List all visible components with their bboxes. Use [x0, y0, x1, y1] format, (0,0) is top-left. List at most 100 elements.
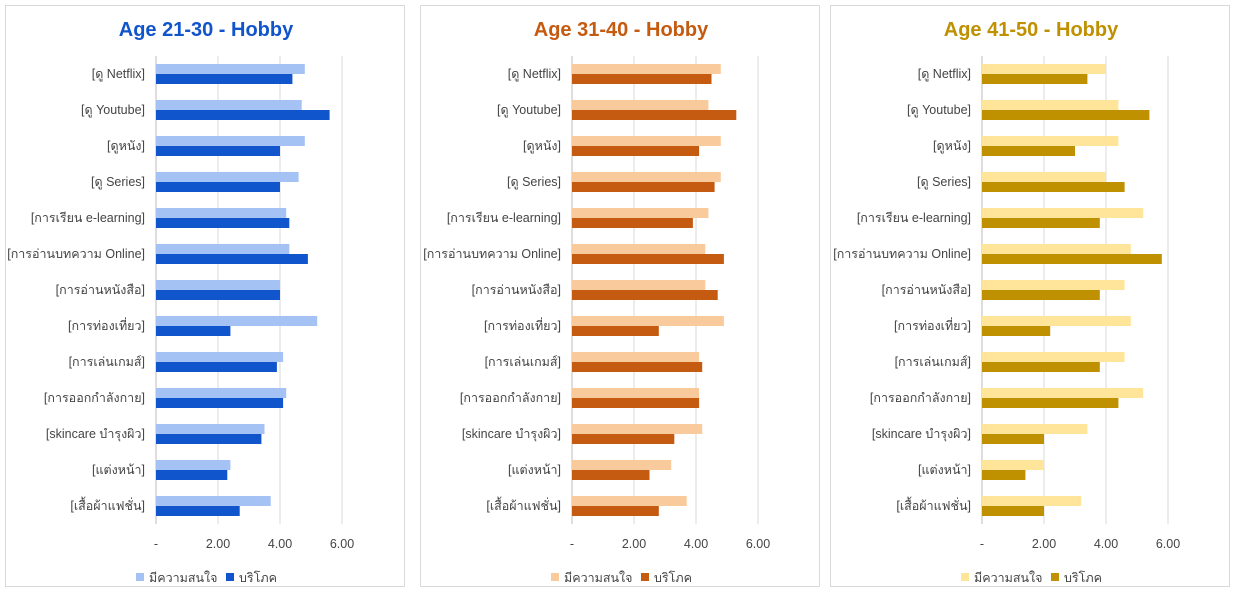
category-label: [การออกกำลังกาย] [44, 391, 145, 405]
category-label: [การเรียน e-learning] [857, 211, 971, 225]
bar-consume [572, 362, 703, 372]
category-label: [เสื้อผ้าแฟชั่น] [486, 496, 561, 513]
bar-consume [156, 506, 240, 516]
x-tick-label: 4.00 [268, 537, 292, 551]
legend-label: มีความสนใจ [149, 571, 217, 585]
bar-interest [982, 460, 1044, 470]
bar-consume [572, 146, 700, 156]
category-label: [ดู Series] [507, 175, 561, 190]
category-label: [skincare บำรุงผิว] [872, 427, 971, 442]
bar-interest [572, 352, 700, 362]
bar-interest [572, 100, 709, 110]
bar-interest [156, 388, 287, 398]
bar-consume [982, 398, 1119, 408]
x-tick-label: 4.00 [1094, 537, 1118, 551]
bar-consume [156, 218, 290, 228]
chart-panel-age-41-50: Age 41-50 - Hobby - 2.00 4.00 6.00 [ดู Netfli… [830, 5, 1230, 587]
x-tick-label: 2.00 [1032, 537, 1056, 551]
category-label: [การอ่านหนังสือ] [56, 283, 145, 297]
category-label: [การอ่านบทความ Online] [423, 247, 561, 261]
bar-consume [982, 218, 1100, 228]
bar-interest [156, 100, 302, 110]
bar-consume [156, 362, 277, 372]
bar-consume [572, 290, 718, 300]
legend-swatch [551, 573, 559, 581]
bar-interest [572, 496, 687, 506]
bar-interest [982, 280, 1125, 290]
category-label: [การท่องเที่ยว] [894, 317, 971, 333]
bar-interest [982, 64, 1106, 74]
legend-swatch [961, 573, 969, 581]
x-tick-label: 6.00 [330, 537, 354, 551]
x-tick-label: 6.00 [1156, 537, 1180, 551]
chart-title: Age 21-30 - Hobby [119, 19, 294, 41]
bar-interest [156, 244, 290, 254]
bar-consume [156, 398, 284, 408]
legend-label: บริโภค [239, 570, 277, 585]
legend-label: บริโภค [1064, 570, 1102, 585]
bar-interest [572, 424, 703, 434]
category-label: [ดู Youtube] [497, 103, 561, 118]
bar-interest [982, 352, 1125, 362]
bar-interest [156, 316, 318, 326]
legend-label: มีความสนใจ [974, 571, 1042, 585]
x-tick-label: 2.00 [622, 537, 646, 551]
legend-swatch [136, 573, 144, 581]
category-label: [การเรียน e-learning] [447, 211, 561, 225]
bar-interest [572, 172, 721, 182]
bar-consume [156, 74, 293, 84]
legend-label: มีความสนใจ [564, 571, 632, 585]
chart-panel-age-31-40: Age 31-40 - Hobby - 2.00 4.00 6.00 [ดู Netfli… [420, 5, 820, 587]
bar-consume [982, 506, 1044, 516]
chart-svg: Age 41-50 - Hobby - 2.00 4.00 6.00 [ดู Netfli… [833, 19, 1180, 585]
bar-consume [982, 470, 1026, 480]
chart-svg: Age 31-40 - Hobby - 2.00 4.00 6.00 [ดู Netfli… [423, 19, 770, 585]
category-label: [การเล่นเกมส์] [485, 355, 561, 369]
legend-swatch [1051, 573, 1059, 581]
legend-label: บริโภค [654, 570, 692, 585]
bar-interest [982, 136, 1119, 146]
bar-interest [156, 424, 265, 434]
x-tick-label: - [570, 537, 574, 551]
bar-consume [572, 110, 737, 120]
bar-interest [572, 388, 700, 398]
bar-interest [156, 280, 280, 290]
bar-consume [156, 326, 231, 336]
category-label: [ดูหนัง] [933, 139, 971, 154]
category-label: [ดู Youtube] [81, 103, 145, 118]
category-label: [ดู Netflix] [508, 67, 561, 82]
category-label: [เสื้อผ้าแฟชั่น] [896, 496, 971, 513]
category-label: [skincare บำรุงผิว] [46, 427, 145, 442]
x-tick-label: - [154, 537, 158, 551]
category-label: [แต่งหน้า] [918, 463, 971, 477]
x-tick-label: 4.00 [684, 537, 708, 551]
bar-consume [572, 218, 693, 228]
category-label: [การท่องเที่ยว] [484, 317, 561, 333]
bar-consume [572, 470, 650, 480]
bar-consume [572, 74, 712, 84]
bar-interest [572, 280, 706, 290]
bar-interest [572, 244, 706, 254]
bar-interest [156, 64, 305, 74]
bar-consume [572, 506, 659, 516]
category-label: [skincare บำรุงผิว] [462, 427, 561, 442]
bar-consume [982, 146, 1075, 156]
bar-consume [982, 362, 1100, 372]
bar-interest [156, 136, 305, 146]
category-label: [การอ่านหนังสือ] [882, 283, 971, 297]
bar-consume [982, 434, 1044, 444]
bar-interest [982, 100, 1119, 110]
bar-consume [572, 182, 715, 192]
category-label: [การอ่านบทความ Online] [833, 247, 971, 261]
bar-consume [156, 146, 280, 156]
category-label: [ดูหนัง] [107, 139, 145, 154]
bar-consume [572, 398, 700, 408]
bar-interest [982, 388, 1144, 398]
legend-swatch [226, 573, 234, 581]
category-label: [การเล่นเกมส์] [895, 355, 971, 369]
category-label: [การออกกำลังกาย] [870, 391, 971, 405]
category-label: [การออกกำลังกาย] [460, 391, 561, 405]
category-label: [การอ่านบทความ Online] [7, 247, 145, 261]
bar-consume [156, 110, 330, 120]
bar-interest [572, 64, 721, 74]
